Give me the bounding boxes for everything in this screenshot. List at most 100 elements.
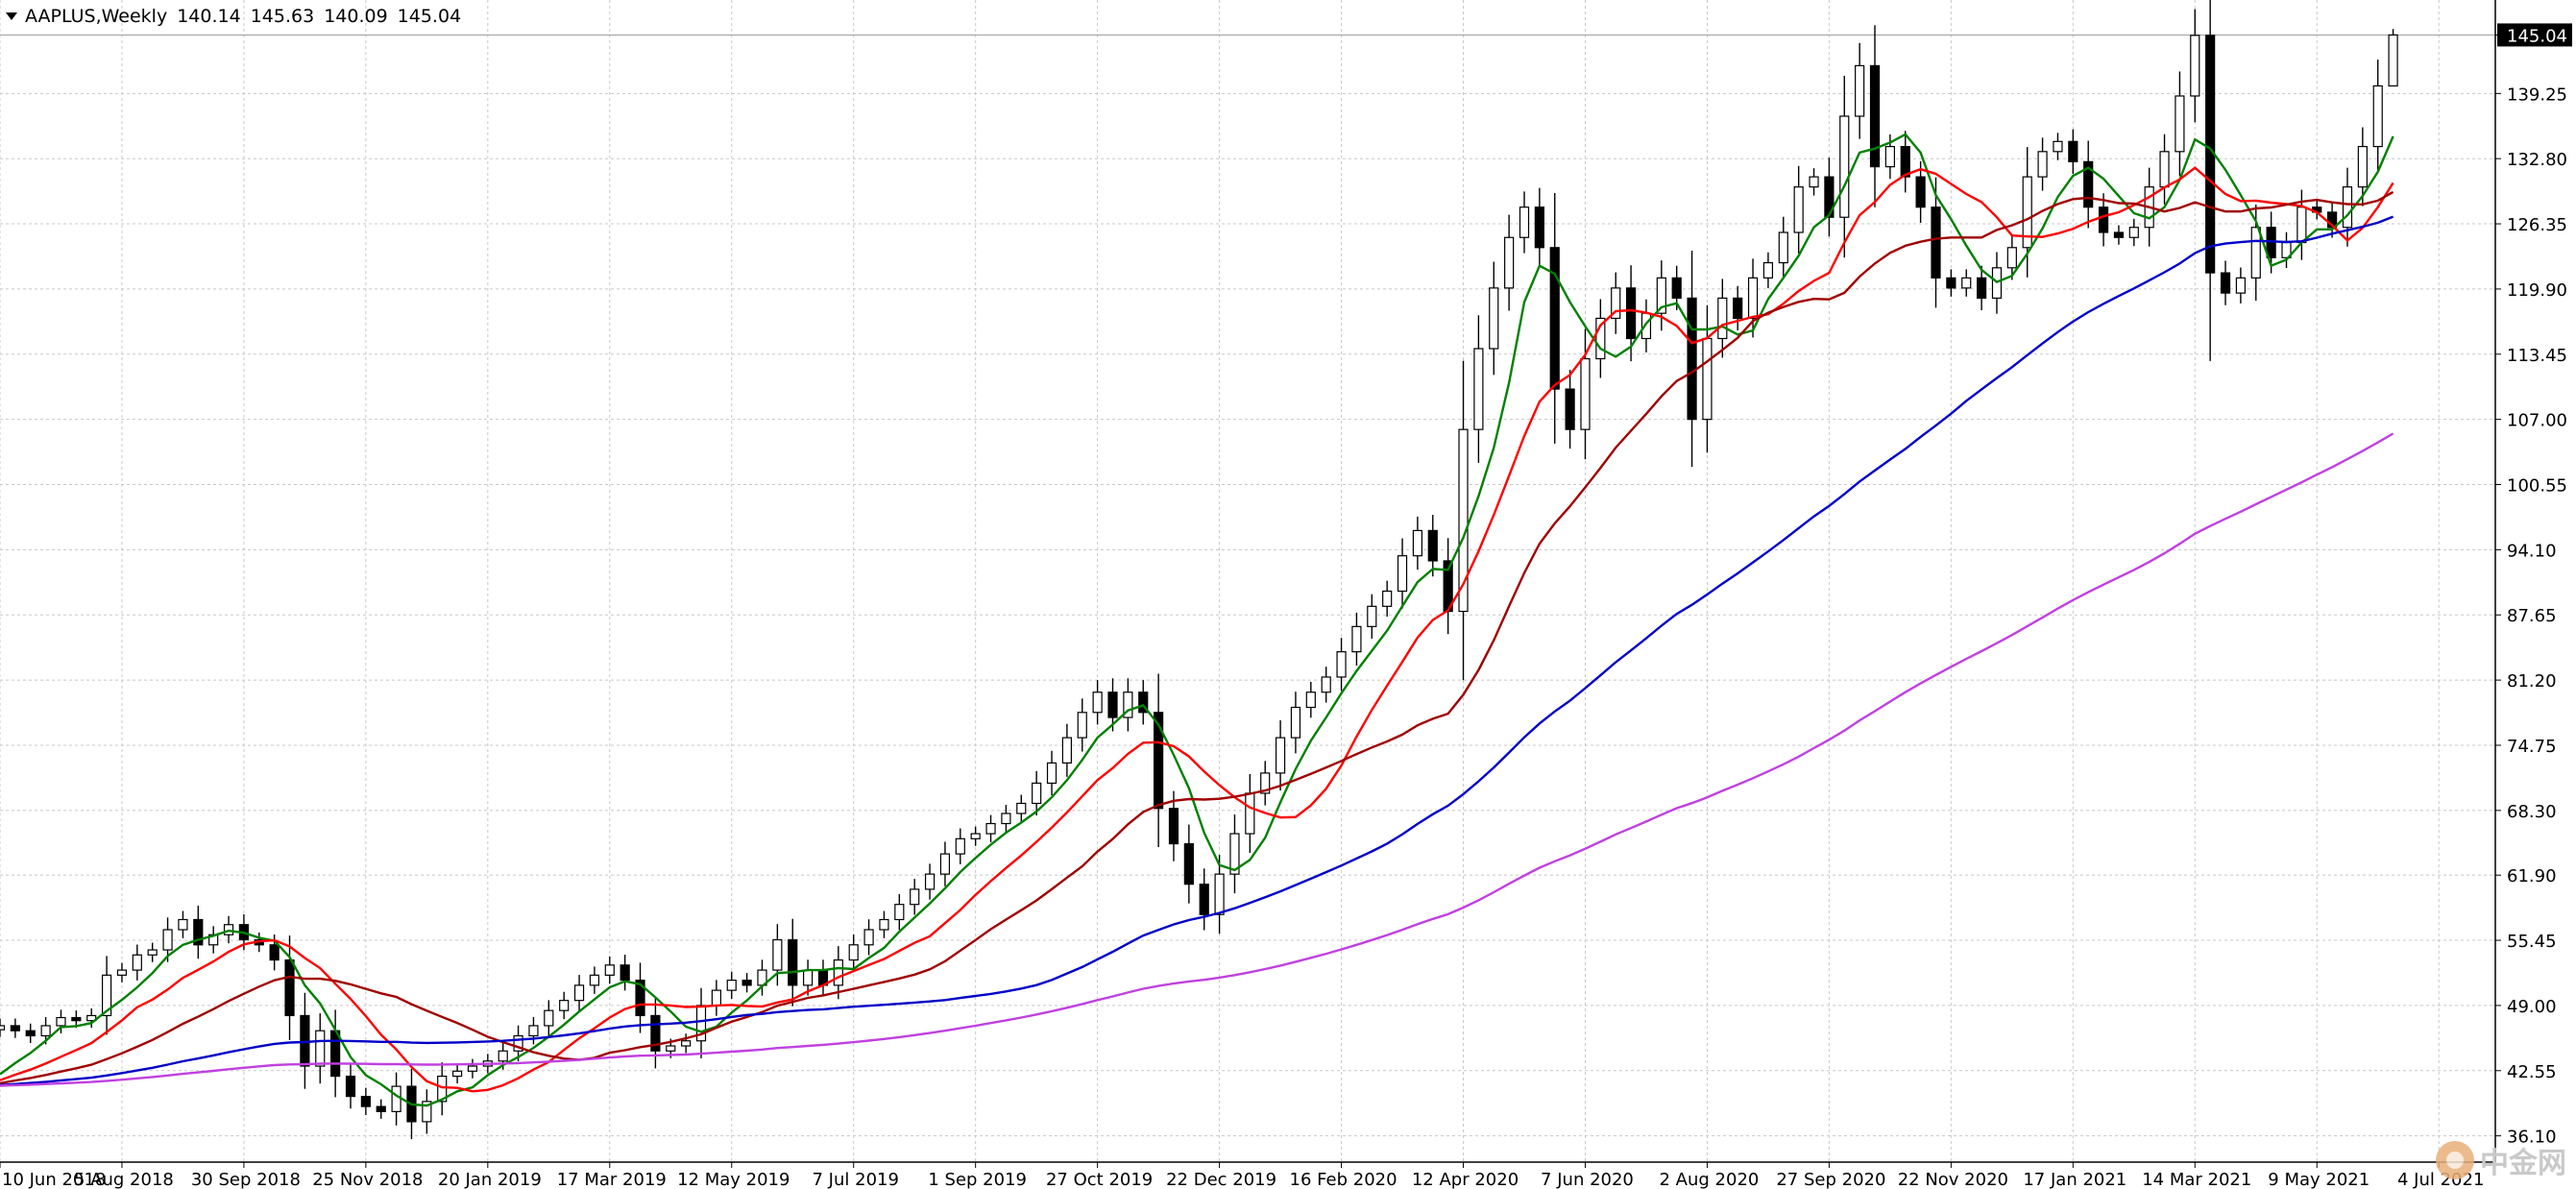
candle-body <box>25 1030 36 1037</box>
candle-body <box>620 964 630 982</box>
candle-body <box>1747 277 1759 320</box>
date-tick-label: 9 May 2021 <box>2268 1170 2369 1189</box>
price-tick-label: 139.25 <box>2507 85 2567 105</box>
candle-body <box>1245 792 1255 835</box>
candle-body <box>1580 357 1591 430</box>
candle-body <box>1001 813 1011 825</box>
candle-body <box>1687 297 1697 421</box>
price-tick-label: 132.80 <box>2507 150 2567 170</box>
candle-body <box>2327 211 2338 229</box>
candle-body <box>1382 590 1393 607</box>
candle-body <box>2342 186 2353 229</box>
price-tick-label: 42.55 <box>2507 1062 2557 1082</box>
candle-body <box>863 929 874 946</box>
candle-body <box>132 954 142 971</box>
candle-body <box>513 1034 523 1052</box>
candle-body <box>1961 277 1972 289</box>
candle-body <box>910 888 920 906</box>
candle-body <box>1733 297 1743 320</box>
candle-body <box>1824 176 1835 218</box>
price-tick-label: 113.45 <box>2507 346 2567 366</box>
candle-body <box>2372 85 2383 148</box>
candle-body <box>2006 247 2017 269</box>
candle-body <box>1092 692 1103 714</box>
candle-body <box>178 918 188 931</box>
candle-body <box>2083 160 2094 208</box>
candle-body <box>2357 145 2368 188</box>
candle-body <box>1778 231 1788 264</box>
candle-body <box>360 1096 371 1107</box>
candle-body <box>1839 115 1850 218</box>
price-tick-label: 145.04 <box>2507 26 2567 46</box>
price-tick-label: 87.65 <box>2507 606 2557 626</box>
candle-body <box>1214 873 1225 915</box>
price-tick-label: 68.30 <box>2507 802 2557 822</box>
candle-body <box>193 918 204 946</box>
open-value: 140.14 <box>177 6 241 27</box>
price-tick-label: 36.10 <box>2507 1128 2557 1148</box>
candle-body <box>1290 706 1301 739</box>
candle-body <box>1046 762 1057 785</box>
candle-body <box>437 1075 448 1103</box>
candle-body <box>1154 712 1164 810</box>
candle-body <box>1351 625 1362 653</box>
candle-body <box>1656 277 1666 314</box>
candle-body <box>2037 151 2048 178</box>
candle-body <box>1016 802 1027 814</box>
candle-body <box>1702 337 1713 421</box>
candle-body <box>681 1040 692 1047</box>
candle-body <box>544 1009 554 1027</box>
watermark-text: 中金网 <box>2480 1147 2566 1180</box>
candle-body <box>666 1045 676 1052</box>
candle-body <box>650 1014 661 1052</box>
candle-body <box>1489 287 1499 350</box>
date-tick-label: 27 Sep 2020 <box>1776 1170 1885 1189</box>
candle-body <box>1321 676 1331 693</box>
candle-body <box>589 974 600 986</box>
price-tick-label: 81.20 <box>2507 671 2557 692</box>
candle-body <box>2053 140 2063 153</box>
candle-body <box>848 944 859 961</box>
candle-body <box>1793 186 1804 233</box>
candle-body <box>1473 348 1484 430</box>
candle-body <box>1305 692 1316 709</box>
candle-body <box>498 1050 508 1062</box>
date-tick-label: 22 Nov 2020 <box>1898 1170 2008 1189</box>
symbol-label: AAPLUS,Weekly <box>25 6 168 27</box>
candle-body <box>955 837 965 855</box>
candle-body <box>1640 312 1652 340</box>
price-tick-label: 119.90 <box>2507 280 2567 301</box>
price-tick-label: 74.75 <box>2507 737 2557 757</box>
date-tick-label: 12 Apr 2020 <box>1412 1170 1519 1189</box>
candle-body <box>1946 277 1956 289</box>
candle-body <box>1762 261 1774 279</box>
candle-body <box>2190 35 2200 97</box>
candle-body <box>970 833 981 839</box>
dropdown-triangle-icon[interactable] <box>6 12 17 20</box>
candle-body <box>726 980 737 991</box>
candle-body <box>2388 34 2398 87</box>
high-value: 145.63 <box>250 6 315 27</box>
date-tick-label: 5 Aug 2018 <box>74 1170 174 1189</box>
candle-body <box>894 904 905 921</box>
candle-body <box>2220 272 2231 294</box>
ma-series-line <box>0 215 2394 1086</box>
date-tick-label: 1 Sep 2019 <box>928 1170 1027 1189</box>
candle-body <box>315 1030 326 1067</box>
close-value: 145.04 <box>397 6 462 27</box>
price-tick-label: 61.90 <box>2507 866 2557 886</box>
candle-body <box>1625 287 1637 340</box>
date-tick-label: 12 May 2019 <box>677 1170 790 1189</box>
candle-body <box>269 944 279 961</box>
candle-body <box>1671 277 1682 299</box>
candle-body <box>1107 692 1118 718</box>
date-tick-label: 17 Jan 2021 <box>2023 1170 2126 1189</box>
ma-series-line <box>0 133 2394 1107</box>
date-tick-label: 22 Dec 2019 <box>1166 1170 1276 1189</box>
candle-body <box>376 1105 386 1112</box>
candle-body <box>147 949 158 956</box>
candle-body <box>803 969 814 986</box>
candle-body <box>1458 428 1469 613</box>
